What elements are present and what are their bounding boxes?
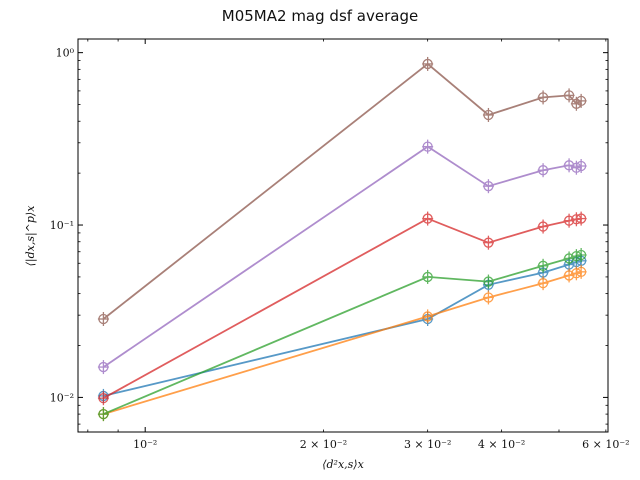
x-tick-label: 3 × 10⁻² <box>404 438 451 451</box>
data-point <box>482 179 494 194</box>
data-point <box>537 258 549 273</box>
x-tick-label: 4 × 10⁻² <box>478 438 525 451</box>
series-4 <box>97 139 587 375</box>
data-point <box>422 211 434 226</box>
series-5 <box>97 56 587 327</box>
data-point <box>575 93 587 108</box>
y-tick-label: 10⁻¹ <box>50 219 74 232</box>
data-point <box>422 269 434 284</box>
x-tick-label: 10⁻² <box>133 438 157 451</box>
data-point <box>575 159 587 174</box>
data-point <box>563 213 575 228</box>
data-point <box>482 274 494 289</box>
data-point <box>97 312 109 327</box>
series-2 <box>97 248 587 422</box>
data-point <box>537 90 549 105</box>
axis-ticks: 10⁻² 10⁻¹ 10⁰ 10⁻² 2 × 10⁻² 3 × 10⁻² 4 × 10⁻² 6… <box>50 39 630 451</box>
data-point <box>422 139 434 154</box>
plot-area <box>97 56 587 422</box>
y-tick-label: 10⁰ <box>56 47 75 60</box>
data-point <box>563 88 575 103</box>
data-point <box>537 163 549 178</box>
data-point <box>537 219 549 234</box>
data-point <box>97 360 109 375</box>
data-point <box>422 56 434 71</box>
x-tick-label: 6 × 10⁻² <box>582 438 629 451</box>
y-tick-label: 10⁻² <box>50 391 74 404</box>
series-3 <box>97 211 587 406</box>
data-point <box>97 391 109 406</box>
chart-title: M05MA2 mag dsf average <box>222 7 418 25</box>
axes-frame <box>77 38 609 433</box>
y-axis-label: ⟨|dx,s|^p⟩x <box>24 205 38 267</box>
data-point <box>482 107 494 122</box>
data-point <box>482 235 494 250</box>
data-point <box>482 290 494 305</box>
data-point <box>575 211 587 226</box>
data-point <box>422 309 434 324</box>
x-tick-label: 2 × 10⁻² <box>300 438 347 451</box>
series-1 <box>97 264 587 422</box>
data-point <box>97 407 109 422</box>
data-point <box>575 248 587 263</box>
data-point <box>575 264 587 279</box>
data-point <box>537 276 549 291</box>
x-axis-label: ⟨d²x,s⟩x <box>322 458 364 471</box>
